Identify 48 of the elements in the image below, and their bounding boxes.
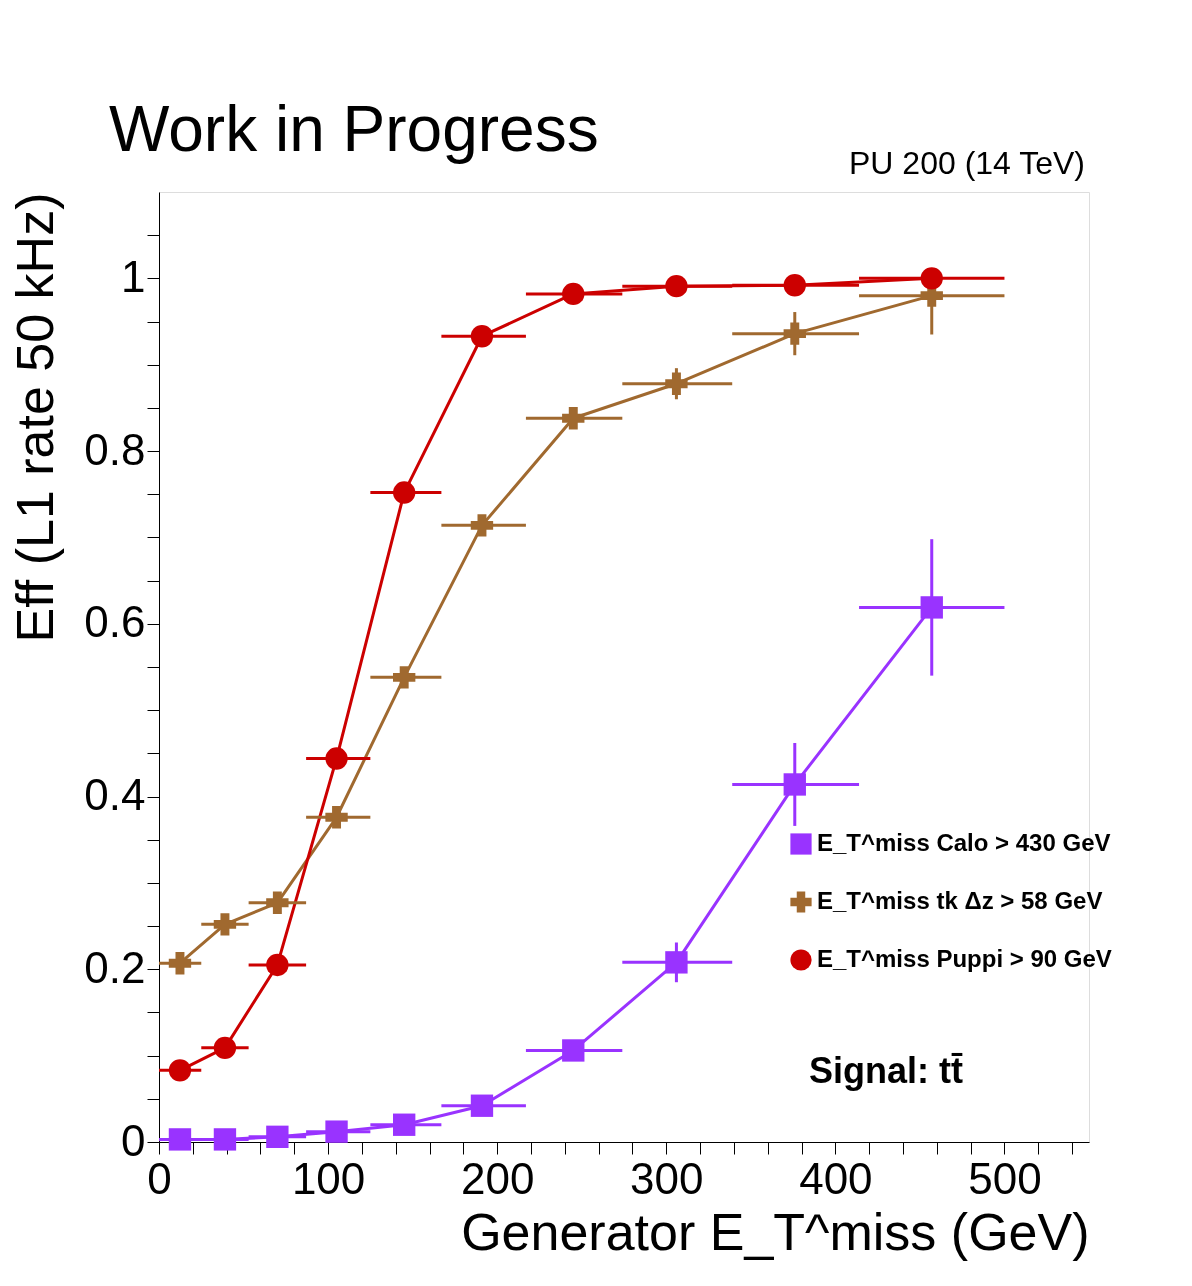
x-tick-label: 400: [799, 1153, 873, 1203]
x-tick-label: 300: [630, 1153, 704, 1203]
point: [562, 1039, 585, 1062]
point: [665, 274, 688, 298]
point: [470, 514, 494, 537]
y-axis-title: Eff (L1 rate 50 kHz): [6, 192, 65, 643]
point: [393, 666, 416, 689]
point: [325, 1120, 348, 1143]
point: [325, 747, 348, 770]
x-tick-label: 100: [291, 1153, 366, 1203]
y-tick-label: 0: [121, 1115, 146, 1165]
x-tick-label: 500: [968, 1153, 1042, 1203]
point: [665, 951, 688, 974]
text: Work in Progress: [109, 93, 599, 165]
point: [213, 1128, 237, 1151]
point: [920, 267, 943, 290]
legend-label: E_T^miss tk Δz > 58 GeV: [817, 887, 1103, 914]
point: [665, 372, 688, 395]
point: [266, 953, 289, 977]
legend-label: E_T^miss Calo > 430 GeV: [817, 829, 1111, 856]
point: [920, 596, 943, 619]
point: [470, 325, 494, 348]
point: [562, 407, 585, 430]
annotation: Signal: tt̄: [809, 1050, 963, 1091]
point: [470, 1094, 494, 1117]
point: [393, 481, 416, 504]
point: [562, 282, 585, 306]
point: [213, 913, 237, 936]
point: [393, 1113, 416, 1136]
point: [168, 1128, 192, 1151]
point: [168, 1059, 192, 1082]
point: [783, 322, 806, 345]
point: [325, 806, 348, 829]
point: [783, 773, 806, 796]
point: [783, 274, 806, 297]
y-tick-label: 0.8: [84, 424, 146, 474]
point: [168, 952, 192, 975]
x-axis-title: Generator E_T^miss (GeV): [461, 1202, 1090, 1261]
y-tick-label: 0.2: [84, 942, 146, 992]
legend-label: E_T^miss Puppi > 90 GeV: [817, 945, 1112, 972]
text: PU 200 (14 TeV): [849, 145, 1085, 181]
y-tick-label: 0.4: [84, 770, 146, 820]
point: [266, 1125, 289, 1148]
point: [213, 1036, 237, 1060]
y-tick-label: 0.6: [84, 597, 146, 647]
point: [266, 891, 289, 914]
y-tick-label: 1: [121, 251, 146, 301]
x-tick-label: 200: [460, 1153, 535, 1203]
